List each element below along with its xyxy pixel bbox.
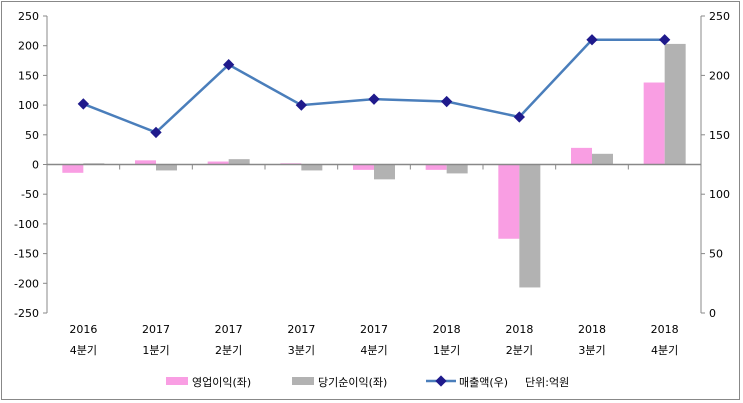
- right-tick-label: 100: [709, 188, 730, 201]
- category-year-label: 2018: [651, 323, 679, 336]
- right-tick-label: 200: [709, 69, 730, 82]
- right-tick-label: 50: [709, 248, 723, 261]
- sales-marker: [77, 98, 89, 110]
- legend-label-net-income: 당기순이익(좌): [318, 376, 387, 389]
- left-tick-label: 200: [18, 40, 39, 53]
- left-tick-label: -50: [21, 188, 39, 201]
- category-year-label: 2018: [505, 323, 533, 336]
- category-year-label: 2017: [142, 323, 170, 336]
- bar-net-income: [301, 164, 323, 171]
- bar-operating-profit: [571, 147, 592, 165]
- left-tick-label: -150: [14, 248, 39, 261]
- legend-marker-sales: [435, 375, 447, 387]
- bar-net-income: [592, 153, 613, 165]
- category-year-label: 2018: [433, 323, 461, 336]
- legend-label-operating-profit: 영업이익(좌): [192, 376, 251, 389]
- category-quarter-label: 3분기: [578, 344, 605, 357]
- category-year-label: 2017: [215, 323, 243, 336]
- sales-marker: [441, 95, 453, 108]
- bar-net-income: [519, 164, 541, 288]
- left-tick-label: -250: [14, 307, 39, 320]
- right-tick-label: 0: [709, 307, 716, 320]
- left-tick-label: 250: [18, 10, 39, 23]
- left-tick-label: -200: [14, 277, 39, 290]
- category-quarter-label: 2분기: [506, 344, 533, 357]
- bar-net-income: [156, 164, 177, 171]
- bar-net-income: [228, 159, 250, 165]
- bar-operating-profit: [207, 161, 229, 165]
- left-tick-label: 100: [18, 99, 39, 112]
- sales-marker: [150, 126, 162, 139]
- unit-note: 단위:억원: [525, 376, 569, 389]
- bar-operating-profit: [643, 82, 665, 165]
- left-tick-label: -100: [14, 218, 39, 231]
- legend-swatch-operating-profit: [166, 377, 188, 385]
- sales-marker: [659, 34, 671, 46]
- bar-net-income: [664, 43, 686, 165]
- bar-net-income: [446, 164, 468, 174]
- bar-operating-profit: [425, 164, 447, 170]
- bar-operating-profit: [353, 164, 374, 170]
- left-tick-label: 0: [32, 159, 39, 172]
- category-quarter-label: 1분기: [142, 344, 169, 357]
- bar-operating-profit: [135, 160, 156, 165]
- legend-label-sales: 매출액(우): [459, 376, 508, 389]
- category-quarter-label: 4분기: [360, 344, 387, 357]
- category-quarter-label: 4분기: [70, 344, 97, 357]
- category-year-label: 2017: [287, 323, 315, 336]
- legend-swatch-net-income: [292, 377, 314, 385]
- left-tick-label: 150: [18, 69, 39, 82]
- category-year-label: 2016: [69, 323, 97, 336]
- category-quarter-label: 4분기: [651, 344, 678, 357]
- category-quarter-label: 3분기: [288, 344, 315, 357]
- sales-marker: [368, 93, 380, 105]
- category-year-label: 2018: [578, 323, 606, 336]
- bar-operating-profit: [62, 164, 84, 173]
- sales-marker: [295, 99, 307, 111]
- bar-operating-profit: [498, 164, 520, 239]
- sales-line: [82, 38, 665, 134]
- right-tick-label: 150: [709, 129, 730, 142]
- right-tick-label: 250: [709, 10, 730, 23]
- category-quarter-label: 2분기: [215, 344, 242, 357]
- sales-marker: [586, 34, 598, 46]
- category-quarter-label: 1분기: [433, 344, 460, 357]
- bar-net-income: [374, 164, 395, 180]
- left-tick-label: 50: [25, 129, 39, 142]
- category-year-label: 2017: [360, 323, 388, 336]
